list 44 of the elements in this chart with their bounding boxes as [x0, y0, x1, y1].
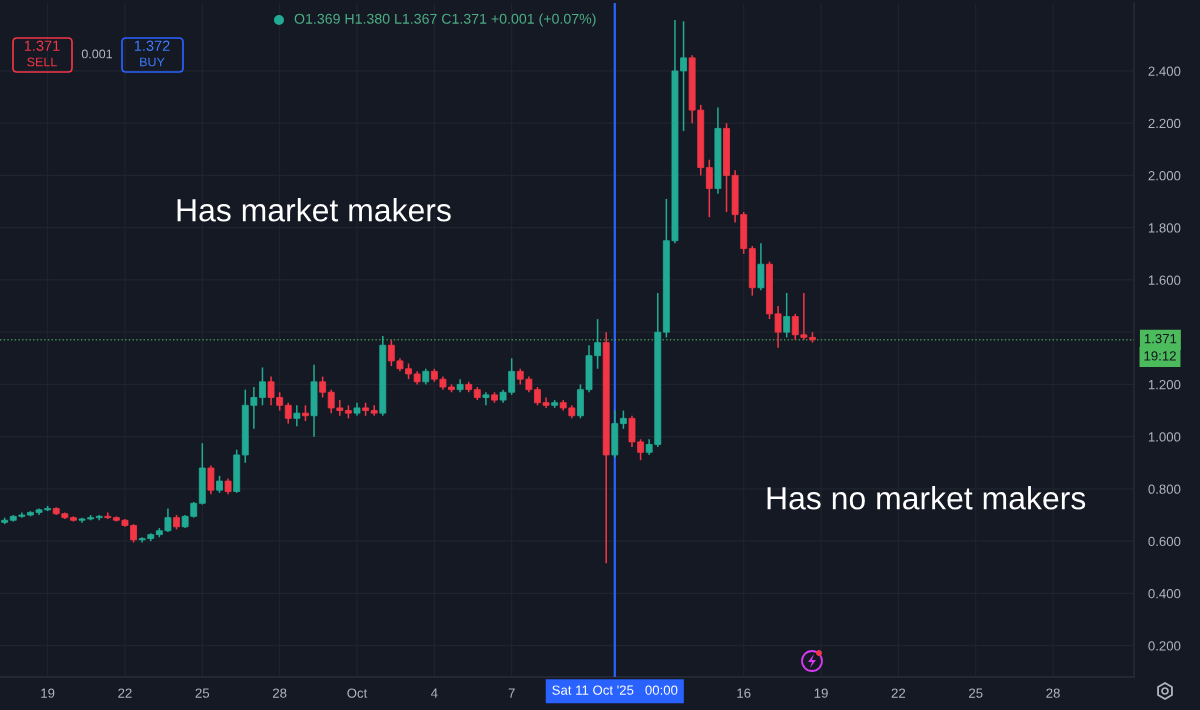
- annotation: Has market makers: [177, 198, 451, 222]
- y-tick-label: 0.800: [1148, 484, 1181, 494]
- ref-line-label: Sat 11 Oct '25 00:00: [552, 685, 678, 695]
- x-tick-label: 16: [737, 688, 751, 698]
- candlestick: [207, 464, 215, 495]
- y-tick-label: 1.800: [1148, 223, 1181, 233]
- y-tick-label: 0.400: [1148, 588, 1181, 599]
- x-tick-label: 25: [195, 688, 210, 698]
- x-tick-label: 28: [1046, 688, 1060, 698]
- text: 19:12: [1144, 351, 1176, 361]
- x-tick-label: 4: [430, 688, 438, 698]
- x-tick-label: 25: [969, 688, 983, 698]
- x-tick-label: 19: [41, 688, 55, 698]
- candlestick: [783, 292, 791, 339]
- annotation: 1.372: [134, 40, 170, 51]
- x-tick-label: 22: [891, 688, 906, 698]
- candlestick: [319, 375, 327, 399]
- text: O1.369 H1.380 L1.367 C1.371 +0.001 (+0.07%): [294, 13, 596, 27]
- annotation: 0.001: [81, 49, 113, 59]
- x-tick-label: 7: [508, 688, 515, 698]
- y-tick-label: 0.600: [1148, 536, 1181, 547]
- y-tick-label: 1.200: [1148, 379, 1181, 390]
- x-tick-label: 19: [814, 688, 828, 698]
- candlestick: [104, 511, 112, 520]
- candlestick: [293, 404, 301, 427]
- candlestick: [757, 242, 765, 292]
- x-tick-label: 22: [118, 688, 132, 698]
- y-tick-label: 2.200: [1148, 118, 1181, 129]
- x-tick-label: 28: [272, 688, 287, 698]
- y-tick-label: 1.000: [1148, 432, 1181, 442]
- y-tick-label: 2.000: [1148, 170, 1181, 181]
- candlestick: [705, 158, 713, 218]
- annotation: 1.371: [24, 40, 60, 51]
- candlestick: [482, 391, 490, 407]
- ref-line-label: 1.371: [1144, 333, 1177, 344]
- x-tick-label: Oct: [347, 688, 368, 698]
- candlestick: [284, 401, 292, 425]
- candlestick: [619, 409, 627, 430]
- annotation: Has no market makers: [767, 486, 1086, 510]
- y-tick-label: 1.600: [1148, 275, 1181, 285]
- y-tick-label: 2.400: [1148, 66, 1181, 76]
- y-tick-label: 0.200: [1148, 641, 1181, 651]
- annotation: SELL: [27, 57, 57, 67]
- annotation: BUY: [140, 57, 165, 67]
